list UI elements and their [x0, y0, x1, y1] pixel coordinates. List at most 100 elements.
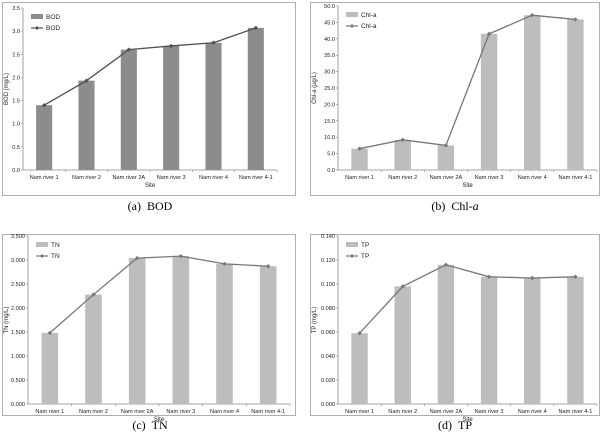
line-point [91, 292, 96, 297]
y-tick-label: 40.0 [324, 37, 335, 43]
line-point [400, 137, 405, 143]
x-tick-label: Nam river 4 [199, 175, 228, 181]
legend-line-label: BOD [46, 25, 60, 32]
line-point [573, 274, 578, 279]
bar [394, 139, 411, 170]
legend-bar-label: BOD [46, 14, 60, 21]
line-point [41, 103, 47, 108]
bar [524, 15, 541, 170]
bar [36, 105, 53, 170]
y-tick-label: 10.0 [324, 135, 335, 141]
caption-prefix: (c) [132, 418, 151, 432]
x-axis-label: Site [145, 183, 156, 189]
legend-bar-swatch [31, 14, 43, 19]
y-tick-label: 3.000 [11, 258, 25, 264]
series-line [359, 264, 576, 334]
bar [247, 27, 264, 170]
series-line [359, 14, 576, 150]
y-tick-label: 0.120 [321, 258, 335, 264]
x-tick-label: Nam river 3 [166, 409, 195, 415]
bar [437, 145, 455, 170]
y-axis-label: TN (mg/L) [4, 306, 10, 333]
y-tick-label: 15.0 [324, 119, 335, 125]
y-tick-label: 0.140 [321, 234, 335, 240]
y-tick-label: 0.080 [321, 306, 335, 312]
y-tick-label: 0.5 [12, 145, 20, 151]
bar [394, 286, 411, 404]
line-point [134, 255, 140, 261]
bar [480, 276, 498, 404]
y-tick-label: 25.0 [324, 86, 335, 92]
line-point [573, 17, 578, 22]
line-point [486, 274, 492, 279]
chart-panel-c: 0.000 0.500 1.000 1.500 2.000 2.500 3.000 3.500… [2, 234, 296, 432]
x-tick-label: Nam river 4 [210, 409, 239, 415]
caption-prefix: (d) [438, 418, 458, 432]
y-tick-label: 2.0 [12, 75, 20, 81]
line-point [400, 284, 405, 289]
bar [41, 332, 59, 404]
series-line [43, 27, 257, 106]
legend-bar-swatch [346, 12, 358, 17]
y-tick-label: 5.0 [327, 152, 335, 158]
caption-prefix: (b) [431, 199, 451, 213]
legend-bar-swatch [346, 242, 358, 247]
chart-panel-a: 0.0 0.5 1.0 1.5 2.0 2.5 3.0 3.5 Nam river 1 Nam r… [2, 2, 296, 213]
legend-bar-label: Chl-a [361, 12, 377, 19]
y-tick-label: 20.0 [324, 102, 335, 108]
line-point [84, 78, 89, 83]
x-tick-label: Nam river 4-1 [558, 409, 592, 415]
bar [128, 258, 146, 404]
x-tick-label: Nam river 2A [430, 409, 463, 415]
legend-bar-label: TN [51, 242, 60, 249]
line-point [253, 25, 259, 31]
x-axis-label: Site [462, 417, 473, 423]
line-point [443, 143, 449, 148]
x-tick-label: Nam river 4-1 [251, 409, 285, 415]
line-point [126, 47, 132, 52]
x-tick-label: Nam river 2A [430, 175, 463, 181]
line-point [357, 146, 362, 151]
line-point [530, 275, 535, 281]
bar [351, 148, 368, 170]
legend-line-marker [350, 254, 354, 258]
bar [351, 333, 368, 404]
line-point [530, 12, 535, 18]
caption-title-italic: a [473, 199, 479, 213]
bar [163, 45, 180, 170]
legend-line-marker [40, 254, 44, 258]
bar [78, 80, 95, 170]
y-tick-label: 3.500 [11, 234, 25, 240]
x-tick-label: Nam river 2 [79, 409, 108, 415]
x-tick-label: Nam river 3 [475, 175, 504, 181]
y-tick-label: 50.0 [324, 4, 335, 10]
caption-prefix: (a) [128, 199, 147, 213]
legend-bar-swatch [36, 242, 48, 247]
y-axis-label: TP (mg/L) [312, 307, 318, 334]
line-point [47, 330, 53, 336]
legend-bar-label: TP [361, 242, 369, 249]
line-point [168, 43, 174, 49]
bar [259, 266, 277, 404]
x-tick-label: Nam river 4 [518, 409, 547, 415]
y-tick-label: 0.060 [321, 330, 335, 336]
bar [85, 294, 102, 404]
x-axis-label: Site [154, 417, 165, 423]
x-tick-label: Nam river 3 [475, 409, 504, 415]
panel-caption: (a) BOD [128, 199, 173, 213]
x-tick-label: Nam river 1 [35, 409, 64, 415]
caption-title: Chl- [451, 199, 472, 213]
bar [567, 19, 584, 171]
caption-title: TN [152, 418, 168, 432]
line-point [211, 40, 216, 45]
bar [120, 49, 137, 170]
y-tick-label: 1.0 [12, 122, 20, 128]
line-point [222, 261, 227, 267]
caption-title: BOD [147, 199, 173, 213]
series-line [49, 255, 269, 334]
x-axis-label: Site [462, 183, 473, 189]
bar [524, 278, 541, 404]
y-tick-label: 3.0 [12, 29, 20, 35]
x-tick-label: Nam river 4-1 [239, 175, 273, 181]
x-tick-label: Nam river 2A [121, 409, 154, 415]
